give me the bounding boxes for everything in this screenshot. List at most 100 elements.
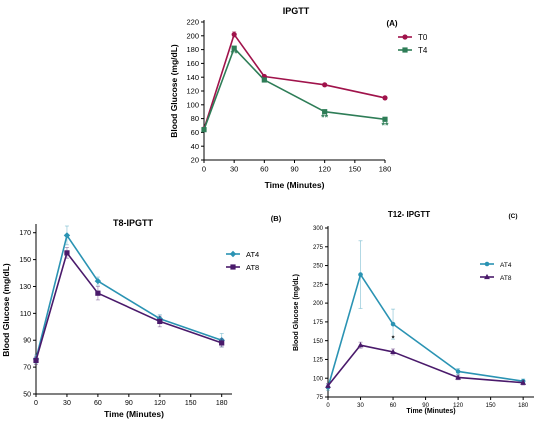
x-tick-label: 180 bbox=[379, 165, 392, 174]
chart-panel-b: T8-IPGTT (B) 50 70 90 110 130 150 170 0 30 60 90 120 1… bbox=[1, 214, 282, 419]
x-tick-label: 0 bbox=[326, 403, 330, 409]
y-tick-label: 60 bbox=[191, 128, 199, 137]
x-axis-label: Time (Minutes) bbox=[265, 180, 325, 190]
y-tick-label: 175 bbox=[313, 320, 324, 326]
legend-label: T4 bbox=[418, 46, 428, 55]
y-tick-label: 225 bbox=[313, 282, 324, 288]
data-point-t4 bbox=[231, 45, 237, 51]
y-axis-label: Blood Glucose (mg/dL) bbox=[293, 274, 300, 351]
chart-panel-a: IPGTT (A) 20 40 60 80 100 120 140 160 180 200 220 0 30… bbox=[169, 6, 428, 190]
data-point-t4 bbox=[201, 127, 207, 133]
y-tick-label: 170 bbox=[19, 230, 31, 237]
series-line-t4 bbox=[203, 47, 386, 130]
data-point-at8 bbox=[520, 379, 527, 385]
panel-label: (C) bbox=[508, 213, 517, 220]
x-tick-label: 60 bbox=[260, 165, 268, 174]
y-tick-label: 220 bbox=[186, 18, 199, 27]
y-tick-label: 275 bbox=[313, 245, 324, 251]
data-point-at4 bbox=[390, 321, 396, 327]
y-axis-label: Blood Glucose (mg/dL) bbox=[1, 263, 11, 357]
x-axis-label: Time (Minutes) bbox=[406, 408, 455, 415]
legend-label: AT4 bbox=[246, 250, 259, 259]
data-point-at4 bbox=[455, 369, 461, 374]
y-tick-label: 75 bbox=[316, 395, 323, 401]
data-point-at8 bbox=[219, 340, 225, 346]
significance-annotation: ** bbox=[321, 113, 329, 123]
y-tick-label: 50 bbox=[23, 391, 31, 398]
data-point-t4 bbox=[261, 77, 267, 83]
data-point-at8 bbox=[95, 290, 101, 296]
x-tick-label: 150 bbox=[349, 165, 362, 174]
y-tick-label: 100 bbox=[313, 376, 324, 382]
series-line-at4 bbox=[35, 234, 222, 360]
legend-marker bbox=[484, 273, 490, 280]
significance-annotation: ** bbox=[381, 120, 389, 130]
series-at4 bbox=[325, 240, 526, 391]
x-tick-label: 0 bbox=[34, 400, 38, 407]
x-tick-label: 0 bbox=[202, 165, 206, 174]
data-point-t0 bbox=[382, 95, 388, 101]
series-at8 bbox=[33, 247, 225, 365]
x-tick-label: 90 bbox=[422, 403, 429, 409]
panel-label: (A) bbox=[386, 19, 397, 28]
x-tick-label: 90 bbox=[290, 165, 298, 174]
legend-label: AT8 bbox=[246, 263, 259, 272]
data-point-at8 bbox=[33, 357, 39, 363]
chart-title: IPGTT bbox=[283, 6, 310, 16]
y-tick-label: 200 bbox=[186, 31, 199, 40]
x-tick-label: 120 bbox=[453, 403, 464, 409]
data-point-at8 bbox=[64, 250, 70, 256]
y-tick-label: 110 bbox=[20, 311, 31, 318]
x-tick-label: 150 bbox=[486, 403, 497, 409]
y-tick-label: 140 bbox=[186, 73, 199, 82]
series-line-at4 bbox=[327, 273, 524, 388]
data-point-t0 bbox=[231, 31, 237, 38]
legend-label: AT8 bbox=[500, 275, 512, 282]
series-t4 bbox=[201, 45, 388, 133]
significance-annotation: ** bbox=[231, 49, 239, 59]
x-tick-label: 120 bbox=[154, 400, 166, 407]
y-tick-label: 300 bbox=[313, 226, 324, 232]
y-tick-label: 150 bbox=[313, 339, 324, 345]
x-tick-label: 60 bbox=[390, 403, 397, 409]
series-at4 bbox=[32, 225, 225, 364]
legend-marker bbox=[402, 47, 408, 53]
x-tick-label: 60 bbox=[94, 400, 102, 407]
legend-marker bbox=[402, 34, 408, 40]
y-tick-label: 125 bbox=[313, 358, 324, 364]
y-axis-label: Blood Glucose (mg/dL) bbox=[169, 44, 179, 138]
data-point-at8 bbox=[455, 374, 462, 380]
y-tick-label: 100 bbox=[186, 100, 199, 109]
chart-title: T8-IPGTT bbox=[113, 218, 154, 228]
chart-title: T12- IPGTT bbox=[388, 210, 430, 219]
legend-marker bbox=[230, 264, 236, 270]
data-point-at4 bbox=[63, 232, 71, 239]
series-at8 bbox=[325, 341, 527, 389]
series-line-at8 bbox=[327, 344, 524, 387]
x-tick-label: 90 bbox=[125, 400, 133, 407]
data-point-at8 bbox=[157, 318, 163, 325]
x-tick-label: 120 bbox=[318, 165, 331, 174]
data-point-at8 bbox=[390, 348, 396, 355]
data-point-at4 bbox=[358, 272, 363, 277]
data-point-at8 bbox=[325, 382, 331, 388]
y-tick-label: 180 bbox=[186, 45, 199, 54]
legend-marker bbox=[229, 250, 237, 258]
panel-label: (B) bbox=[271, 214, 282, 223]
data-point-t0 bbox=[322, 82, 328, 88]
x-tick-label: 30 bbox=[357, 403, 364, 409]
legend-label: T0 bbox=[418, 33, 428, 42]
data-point-at4 bbox=[94, 277, 102, 285]
y-tick-label: 130 bbox=[19, 284, 31, 291]
x-tick-label: 30 bbox=[230, 165, 238, 174]
y-tick-label: 200 bbox=[313, 301, 324, 307]
y-tick-label: 20 bbox=[191, 156, 199, 165]
significance-annotation: * bbox=[392, 334, 395, 343]
y-tick-label: 150 bbox=[19, 257, 31, 264]
y-tick-label: 80 bbox=[191, 114, 199, 123]
y-tick-label: 120 bbox=[186, 87, 199, 96]
y-tick-label: 160 bbox=[186, 59, 199, 68]
data-point-t4 bbox=[382, 116, 388, 122]
series-line-at8 bbox=[35, 252, 222, 361]
